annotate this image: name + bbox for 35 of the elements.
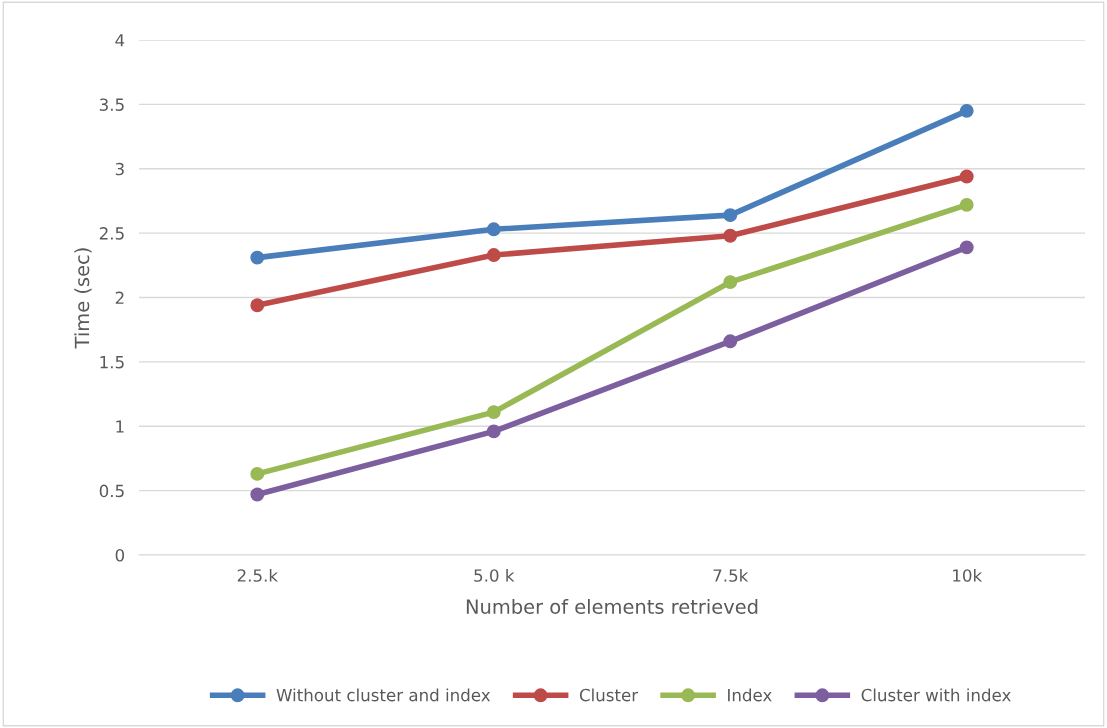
point [723,275,738,290]
y-tick-label: 4 [115,34,125,47]
legend-label: Index [728,688,772,702]
point [486,222,501,237]
point [250,466,265,481]
x-tick-label: 2.5.k [237,568,278,582]
y-axis-title: Time (sec) [74,248,92,349]
y-tick-label: 3.5 [99,98,124,111]
y-tick-label: 3 [115,162,124,176]
point [959,240,974,255]
y-tick-label: 0 [115,548,125,562]
point [959,197,974,212]
point [486,424,501,439]
point [723,208,738,223]
point [250,250,265,265]
point [250,487,265,502]
point [250,298,265,313]
y-tick-label: 1 [116,420,124,433]
y-tick-label: 0.5 [99,484,124,498]
x-tick-label: 7.5k [713,568,749,582]
point [959,169,974,184]
point [723,228,738,243]
y-tick-label: 1.5 [100,356,124,369]
x-axis-title: Number of elements retrieved [466,598,758,614]
point [486,405,501,420]
legend-label: Cluster with index [861,688,1011,702]
y-tick-label: 2 [115,291,124,304]
point [959,103,974,118]
x-tick-label: 5.0 k [474,568,515,582]
point [723,334,738,349]
x-tick-label: 10k [953,568,983,582]
y-tick-label: 2.5 [99,227,124,240]
point [486,248,501,262]
legend-label: Without cluster and index [276,688,491,702]
legend-label: Cluster [579,688,639,702]
